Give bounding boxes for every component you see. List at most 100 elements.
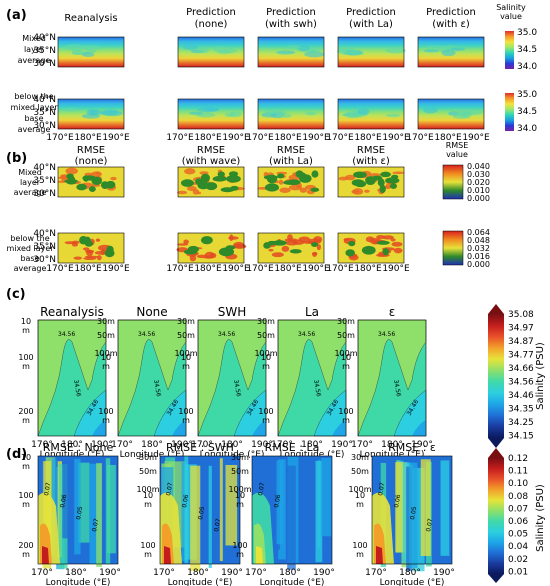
depth-tick-left: 200 <box>18 541 33 550</box>
rmse-patch <box>289 249 302 254</box>
rmse-patch <box>79 236 88 245</box>
rmse-band <box>321 457 332 537</box>
section-frame <box>371 455 453 565</box>
rmse-patch <box>277 173 285 179</box>
rmse-patch <box>100 181 110 189</box>
contour-label: 34.56 <box>312 379 322 397</box>
y-tick-label: 35°N <box>33 46 56 56</box>
panel-b-column-title: RMSE <box>77 145 105 156</box>
depth-tick-left: 10 <box>341 353 351 362</box>
map-frame <box>57 232 125 264</box>
contour-label: 0.05 <box>409 506 418 521</box>
rmse-patch <box>95 238 101 242</box>
salinity-patch <box>264 109 278 115</box>
colorbar-tick: 0.08 <box>508 492 528 502</box>
rmse-patch <box>361 245 376 255</box>
depth-tick-right: 100m <box>94 349 117 358</box>
contour-label: 0.07 <box>425 518 434 533</box>
colorbar <box>488 314 504 438</box>
colorbar-tick: 34.56 <box>508 378 534 388</box>
x-tick-label: 190°E <box>462 133 490 143</box>
x-tick-label: 170°E <box>406 133 434 143</box>
map-frame <box>257 166 325 198</box>
colorbar-title: Salinity <box>496 3 526 12</box>
rmse-patch <box>281 245 290 252</box>
panel-c-title: None <box>136 305 167 319</box>
rmse-patch <box>310 187 320 192</box>
depth-tick-left: m <box>22 362 30 371</box>
rmse-band <box>219 458 223 562</box>
rmse-patch <box>96 255 102 261</box>
depth-tick-right: 100m <box>136 485 159 494</box>
panel-b-row-label: average <box>14 188 47 197</box>
salinity-patch <box>100 110 123 117</box>
contour-region <box>197 319 267 437</box>
colorbar-tick: 0.01 <box>508 567 528 577</box>
depth-tick-left: m <box>22 462 30 471</box>
colorbar-tick: 0.010 <box>467 186 490 195</box>
x-tick-label: 180°E <box>354 133 382 143</box>
depth-tick-left: 10 <box>143 491 153 500</box>
x-tick-label: 170°E <box>46 133 74 143</box>
depth-tick-right: 50m <box>97 331 115 340</box>
salinity-patch <box>286 44 301 50</box>
x-tick-label: 180°E <box>354 264 382 274</box>
depth-tick-right: 30m <box>139 453 157 462</box>
depth-tick-left: 100 <box>18 353 33 362</box>
rmse-band <box>412 467 425 572</box>
rmse-patch <box>196 254 209 259</box>
contour-label: 0.07 <box>257 482 266 497</box>
rmse-patch <box>279 187 291 193</box>
rmse-patch <box>348 240 356 247</box>
map-frame <box>257 232 325 264</box>
rmse-patch <box>91 171 102 177</box>
panel-b-column-title: RMSE <box>357 145 385 156</box>
rmse-band <box>406 466 412 572</box>
rmse-band <box>105 458 111 565</box>
panel-a-column-title: Reanalysis <box>64 13 117 24</box>
x-tick-label: 190°E <box>302 133 330 143</box>
x-tick-label: 180° <box>187 568 209 578</box>
x-tick-label: 190° <box>171 440 193 450</box>
depth-tick-right: 50m <box>257 331 275 340</box>
colorbar-tick: 0.000 <box>467 260 490 269</box>
panel-d-title: RMSE : None <box>43 441 114 454</box>
rmse-patch <box>229 234 234 241</box>
contour-label: 34.56 <box>72 379 82 397</box>
x-tick-label: 170° <box>245 568 267 578</box>
salinity-patch <box>385 113 401 118</box>
rmse-patch <box>352 188 364 195</box>
panel-b-row-label: mixed layer <box>6 244 54 253</box>
rmse-patch <box>391 174 399 179</box>
rmse-band <box>420 459 431 556</box>
contour-label: 0.07 <box>91 518 100 533</box>
rmse-patch <box>312 251 318 256</box>
map-frame <box>257 98 325 130</box>
contour-region <box>252 420 266 436</box>
map-frame <box>177 98 245 130</box>
x-tick-label: 190° <box>91 440 113 450</box>
depth-tick-right: 100m <box>254 349 277 358</box>
depth-tick-right: 30m <box>337 317 355 326</box>
y-tick-label: 40°N <box>33 163 56 173</box>
section-frame <box>117 319 187 437</box>
salinity-patch <box>64 107 77 112</box>
salinity-patch <box>344 111 362 119</box>
x-tick-label: 190°E <box>382 264 410 274</box>
x-tick-label: 170°E <box>326 133 354 143</box>
panel-a-row-label: average <box>18 56 51 65</box>
rmse-patch <box>187 245 200 253</box>
panel-b-column-title: (with wave) <box>182 156 241 167</box>
depth-tick-left: m <box>342 362 350 371</box>
panel-b-column-title: (none) <box>75 156 108 167</box>
contour-label: 34.56 <box>218 331 235 338</box>
salinity-patch <box>425 45 443 49</box>
x-tick-label: 170°E <box>246 133 274 143</box>
colorbar-extend <box>488 438 504 448</box>
x-tick-label: 190° <box>411 440 433 450</box>
colorbar-frame <box>442 230 464 266</box>
rmse-patch <box>91 176 103 186</box>
panel-b-column-title: RMSE <box>197 145 225 156</box>
map-frame <box>177 232 245 264</box>
depth-tick-left: 100 <box>140 541 155 550</box>
